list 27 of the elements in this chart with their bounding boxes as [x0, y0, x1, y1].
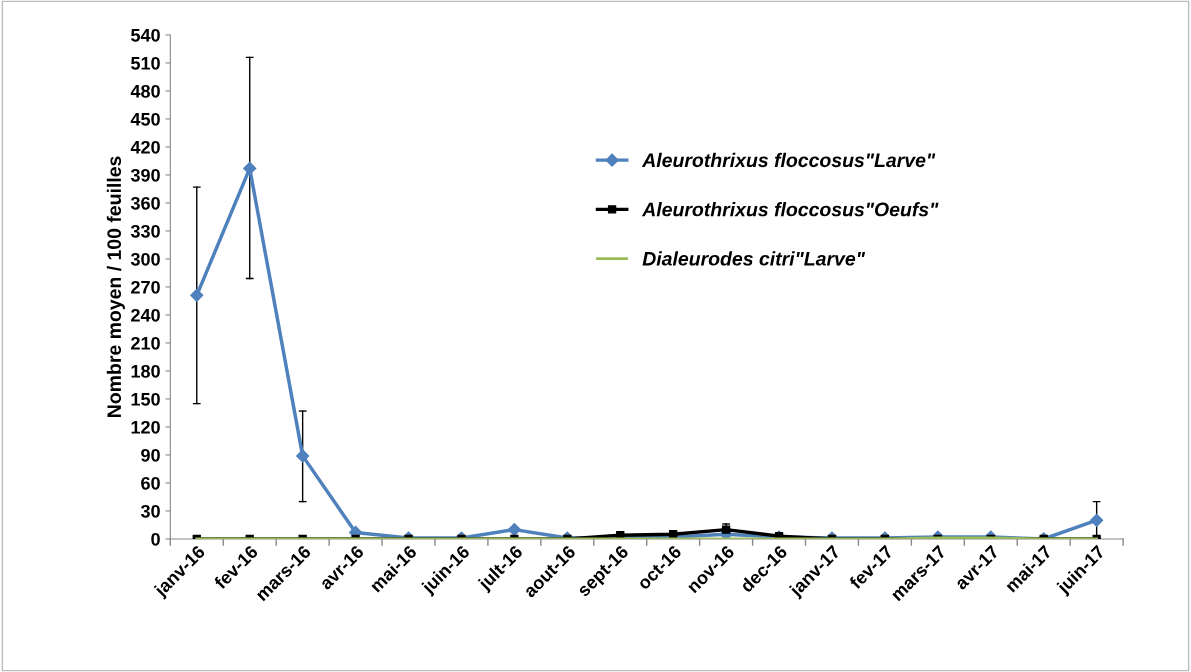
y-tick-label: 150 — [131, 392, 160, 406]
y-tick-label: 30 — [140, 504, 160, 518]
y-tick-label: 210 — [131, 336, 160, 350]
y-tick-label: 270 — [131, 280, 160, 294]
legend-label: Aleurothrixus floccosus"Oeufs" — [641, 202, 939, 217]
y-tick-label: 240 — [131, 308, 160, 322]
point — [1090, 513, 1104, 527]
y-tick-label: 390 — [130, 168, 160, 182]
y-tick-label: 330 — [130, 224, 160, 238]
y-tick-label: 510 — [131, 56, 160, 70]
y-tick-label: 180 — [131, 364, 160, 378]
point — [190, 288, 204, 302]
point — [243, 161, 257, 175]
legend-label: Aleurothrixus floccosus"Larve" — [641, 152, 936, 168]
y-axis-title: Nombre moyen / 100 feuilles — [106, 156, 125, 417]
y-tick-label: 420 — [130, 140, 160, 154]
y-tick-label: 540 — [131, 28, 160, 42]
y-tick-label: 450 — [130, 112, 160, 126]
y-tick-label: 480 — [130, 84, 160, 98]
legend-label: Dialeurodes citri"Larve" — [642, 251, 866, 266]
y-tick-label: 360 — [130, 196, 160, 210]
y-tick-label: 300 — [130, 252, 160, 266]
y-tick-label: 0 — [151, 532, 160, 546]
y-tick-label: 120 — [131, 420, 160, 434]
point — [296, 449, 310, 463]
y-tick-label: 90 — [141, 448, 160, 462]
y-tick-label: 60 — [141, 476, 160, 490]
